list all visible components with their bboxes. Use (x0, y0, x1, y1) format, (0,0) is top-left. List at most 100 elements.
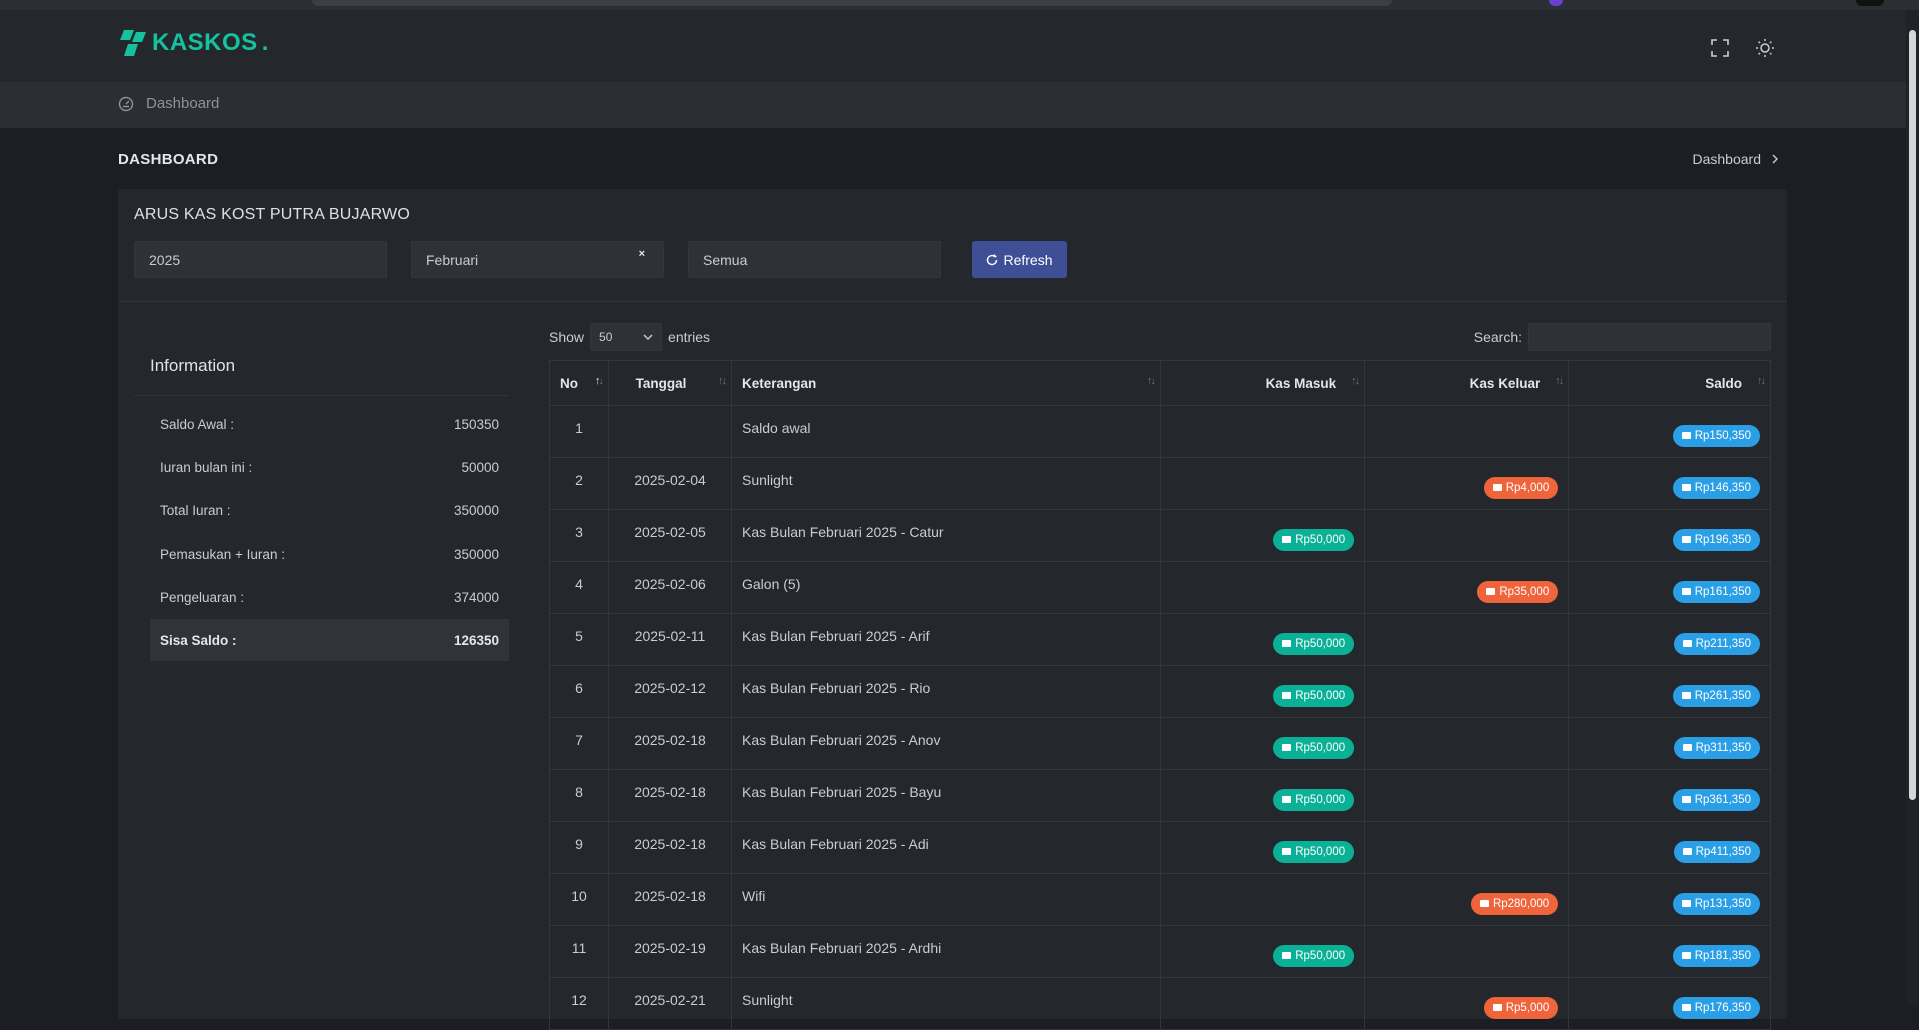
cell-tanggal: 2025-02-18 (608, 769, 732, 822)
table-row: 5 2025-02-11 Kas Bulan Februari 2025 - Ari… (549, 613, 1771, 666)
wallet-icon (1282, 952, 1292, 959)
cell-kas-keluar: Rp4,000 (1364, 457, 1570, 510)
cell-no: 3 (549, 509, 609, 562)
column-header-keterangan[interactable]: Keterangan ↑↓ (731, 360, 1161, 406)
column-header-kas-keluar[interactable]: Kas Keluar ↑↓ (1364, 360, 1570, 406)
cell-saldo: Rp211,350 (1568, 613, 1771, 666)
cell-tanggal: 2025-02-05 (608, 509, 732, 562)
saldo-badge: Rp161,350 (1672, 580, 1760, 603)
saldo-badge-amount: Rp131,350 (1694, 897, 1751, 910)
show-label: Show (549, 329, 585, 345)
cell-keterangan: Wifi (731, 873, 1161, 926)
wallet-icon (1681, 536, 1691, 543)
information-divider (134, 395, 509, 396)
column-header-saldo[interactable]: Saldo ↑↓ (1568, 360, 1771, 406)
logo-mark-icon (120, 30, 146, 56)
kas-keluar-badge-amount: Rp35,000 (1499, 585, 1550, 598)
cell-no: 10 (549, 873, 609, 926)
wallet-icon (1681, 432, 1691, 439)
table-row: 7 2025-02-18 Kas Bulan Februari 2025 - Ano… (549, 717, 1771, 770)
type-select[interactable]: Semua (688, 241, 941, 278)
month-select[interactable]: Februari × (411, 241, 664, 278)
saldo-badge: Rp211,350 (1673, 632, 1760, 655)
info-value: 374000 (453, 589, 499, 605)
kas-masuk-badge: Rp50,000 (1273, 736, 1355, 759)
cell-tanggal: 2025-02-18 (608, 717, 732, 770)
kas-masuk-badge: Rp50,000 (1273, 840, 1355, 863)
search-input[interactable] (1528, 323, 1771, 351)
column-header-tanggal[interactable]: Tanggal ↑↓ (608, 360, 732, 406)
cell-tanggal: 2025-02-06 (608, 561, 732, 614)
info-label: Sisa Saldo : (160, 632, 237, 648)
column-header-no[interactable]: No ↑↓ (549, 360, 609, 406)
wallet-icon (1681, 484, 1691, 491)
column-label: Saldo (1705, 375, 1742, 391)
cell-keterangan: Kas Bulan Februari 2025 - Adi (731, 821, 1161, 874)
saldo-badge: Rp196,350 (1672, 528, 1760, 551)
cell-kas-keluar (1364, 613, 1570, 666)
kas-keluar-badge-amount: Rp280,000 (1492, 897, 1550, 910)
theme-toggle-button[interactable] (1751, 34, 1779, 62)
table-row: 2 2025-02-04 Sunlight Rp4,000 Rp146,350 (549, 457, 1771, 510)
refresh-icon (987, 254, 998, 265)
kas-keluar-badge: Rp5,000 (1483, 996, 1559, 1019)
wallet-icon (1681, 952, 1691, 959)
column-label: Tanggal (635, 375, 687, 391)
cell-kas-keluar (1364, 769, 1570, 822)
cell-saldo: Rp146,350 (1568, 457, 1771, 510)
sun-icon (1756, 39, 1774, 57)
table-row: 8 2025-02-18 Kas Bulan Februari 2025 - Bay… (549, 769, 1771, 822)
wallet-icon (1479, 900, 1489, 907)
wallet-icon (1681, 588, 1691, 595)
sort-icon: ↑↓ (1147, 375, 1156, 387)
breadcrumb-item-dashboard[interactable]: Dashboard (1692, 151, 1762, 167)
year-select[interactable]: 2025 (134, 241, 387, 278)
kas-masuk-badge: Rp50,000 (1273, 684, 1355, 707)
month-select-value: Februari (426, 252, 479, 268)
entries-select[interactable]: 50 (590, 323, 663, 351)
wallet-icon (1486, 588, 1496, 595)
info-value: 150350 (453, 416, 499, 432)
wallet-icon (1282, 848, 1292, 855)
brand-dot: . (261, 29, 269, 56)
kas-masuk-badge: Rp50,000 (1273, 528, 1355, 551)
wallet-icon (1682, 848, 1692, 855)
column-header-kas-masuk[interactable]: Kas Masuk ↑↓ (1159, 360, 1366, 406)
cell-tanggal (608, 405, 732, 458)
brand-logo[interactable]: KASKOS . (118, 28, 268, 58)
cell-kas-keluar (1364, 717, 1570, 770)
cell-keterangan: Saldo awal (731, 405, 1161, 458)
year-select-value: 2025 (149, 252, 181, 268)
saldo-badge-amount: Rp211,350 (1695, 637, 1751, 650)
cell-saldo: Rp131,350 (1568, 873, 1771, 926)
wallet-icon (1492, 484, 1502, 491)
fullscreen-button[interactable] (1706, 34, 1734, 62)
kas-keluar-badge: Rp35,000 (1477, 580, 1559, 603)
refresh-button[interactable]: Refresh (972, 241, 1067, 278)
page-scrollbar[interactable] (1906, 10, 1919, 1004)
kas-keluar-badge: Rp280,000 (1470, 892, 1559, 915)
saldo-badge-amount: Rp196,350 (1694, 533, 1751, 546)
sort-icon: ↑↓ (1555, 375, 1564, 387)
cell-kas-masuk: Rp50,000 (1159, 925, 1366, 978)
month-clear-icon[interactable]: × (638, 248, 645, 260)
cell-kas-keluar (1364, 665, 1570, 718)
sort-icon: ↑↓ (718, 375, 727, 387)
info-row-saldo-awal: Saldo Awal : 150350 (150, 403, 509, 445)
nav-item-dashboard[interactable]: Dashboard (118, 95, 219, 112)
saldo-badge: Rp131,350 (1672, 892, 1760, 915)
nav-item-dashboard-label: Dashboard (146, 95, 220, 112)
saldo-badge-amount: Rp161,350 (1694, 585, 1751, 598)
entries-select-value: 50 (599, 330, 613, 344)
cell-keterangan: Sunlight (731, 457, 1161, 510)
cell-keterangan: Kas Bulan Februari 2025 - Ardhi (731, 925, 1161, 978)
kas-masuk-badge-amount: Rp50,000 (1295, 949, 1346, 962)
column-label: Kas Masuk (1265, 375, 1337, 391)
table-header-row: No ↑↓ Tanggal ↑↓ Keterangan ↑↓ Kas Masuk… (549, 360, 1771, 406)
cell-no: 9 (549, 821, 609, 874)
dashboard-icon (118, 96, 134, 111)
cell-kas-keluar: Rp35,000 (1364, 561, 1570, 614)
cell-keterangan: Kas Bulan Februari 2025 - Rio (731, 665, 1161, 718)
entries-length: Show 50 entries (549, 322, 710, 352)
scrollbar-thumb[interactable] (1909, 30, 1916, 800)
